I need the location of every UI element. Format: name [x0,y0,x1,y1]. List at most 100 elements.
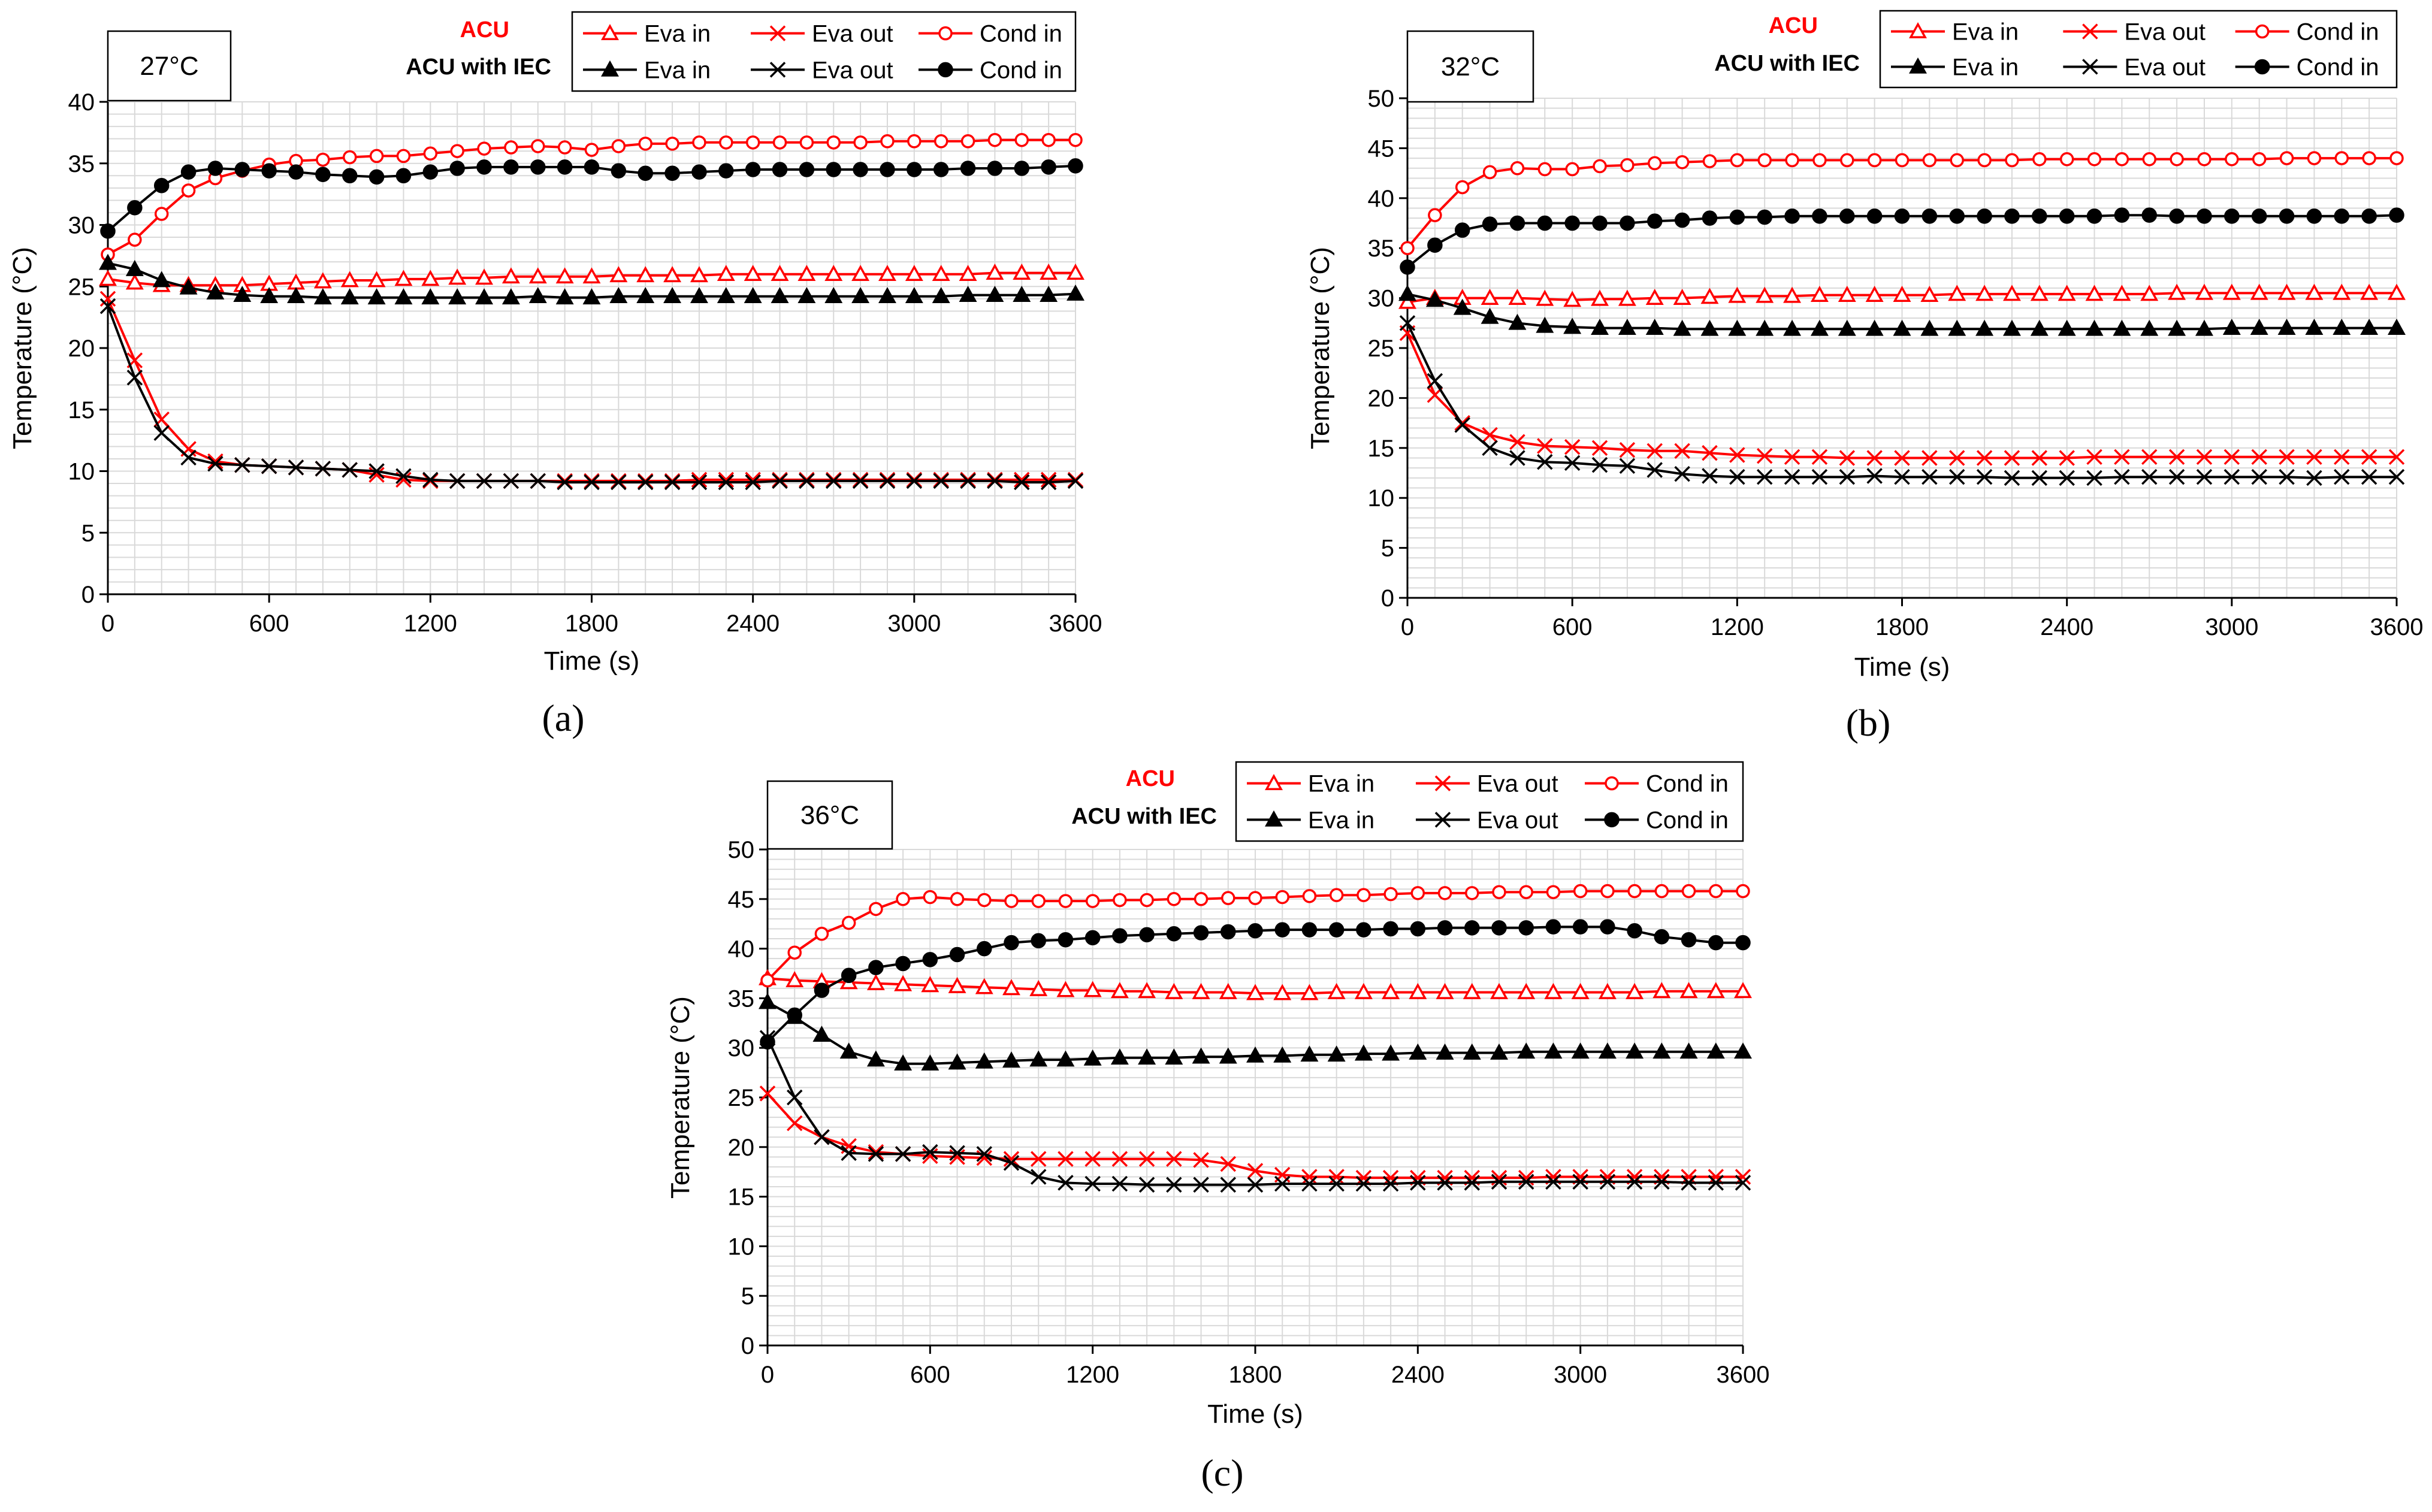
data-point [1894,468,1910,485]
data-point [905,287,923,304]
data-point [1247,1163,1264,1179]
data-point [1679,982,1698,999]
data-point [1838,285,1856,302]
data-point [786,970,804,987]
legend-swatch-marker [2254,59,2270,75]
data-point [1409,982,1427,999]
data-point [2388,319,2406,335]
data-point [2002,285,2021,301]
data-point [1328,1175,1345,1192]
data-point [868,960,884,975]
data-point [1004,935,1019,951]
data-point [1948,450,1965,466]
data-point [638,137,652,151]
data-point [1508,288,1527,305]
data-point [1949,208,1965,224]
data-point [1067,284,1084,301]
data-point [1030,1151,1047,1167]
data-point [1681,884,1696,899]
y-tick-label: 20 [68,335,95,362]
data-point [959,265,977,282]
data-point [2196,449,2213,465]
y-tick-label: 5 [81,520,95,546]
data-point [611,163,627,179]
data-point [1300,1045,1319,1062]
data-point [127,199,143,216]
data-point [1681,932,1697,948]
data-point [2005,153,2019,168]
data-point [609,287,628,304]
data-point [786,1089,803,1106]
data-point [1591,440,1608,456]
data-point [1700,319,1719,336]
data-point [1756,447,1773,464]
legend-swatch-marker [1434,775,1451,791]
data-point [866,973,885,990]
data-point [1645,319,1664,335]
data-point [609,266,628,283]
data-point [1165,1048,1183,1065]
data-point [1536,289,1554,306]
data-point [949,946,965,963]
data-point [1465,886,1479,900]
data-point [664,474,681,491]
legend-swatch-marker [938,26,953,41]
legend-swatch-marker [2082,59,2098,75]
data-point [421,270,440,286]
data-point [2141,449,2158,465]
data-point [1598,982,1617,999]
data-point [1626,1042,1644,1059]
data-point [799,473,815,489]
x-axis-label: Time (s) [544,646,640,676]
data-point [1545,919,1561,935]
data-point [422,164,439,180]
data-point [895,1146,911,1162]
legend-entry-label: Cond in [1646,771,1729,797]
data-point [1040,474,1057,491]
data-point [342,168,358,184]
data-point [1301,1175,1318,1192]
x-tick-label: 600 [1552,614,1593,640]
data-point [1599,1174,1616,1190]
legend-box [1879,10,2398,89]
data-point [1427,237,1443,253]
data-point [154,207,169,221]
data-point [718,474,735,491]
legend-swatch-marker [1604,812,1620,828]
data-point [1425,291,1444,307]
data-point [1437,920,1453,936]
data-point [1593,159,1607,174]
data-point [868,1144,884,1160]
data-point [797,265,816,282]
data-point [2031,450,2048,466]
y-tick-label: 40 [728,936,755,963]
data-point [367,288,386,305]
data-point [1977,153,1992,168]
data-point [1084,1151,1101,1167]
data-point [1646,462,1663,478]
data-point [2196,468,2213,485]
data-point [1729,447,1745,463]
data-point [2195,283,2213,300]
data-point [948,1053,966,1070]
data-point [1783,286,1802,303]
data-point [316,152,330,167]
data-point [1302,889,1317,903]
data-point [1510,161,1525,176]
data-point [1518,920,1534,936]
data-point [2168,449,2185,465]
data-point [880,134,895,149]
data-point [1654,929,1670,945]
data-point [786,1115,803,1132]
data-point [1383,921,1398,937]
data-point [476,473,493,489]
x-tick-label: 2400 [2040,614,2093,640]
data-point [1004,894,1019,908]
data-point [2058,319,2076,336]
data-point [2388,449,2405,465]
data-point [824,265,843,282]
data-point [368,169,385,185]
data-point [2252,152,2267,167]
data-point [1708,935,1724,951]
data-point [1867,153,1882,168]
